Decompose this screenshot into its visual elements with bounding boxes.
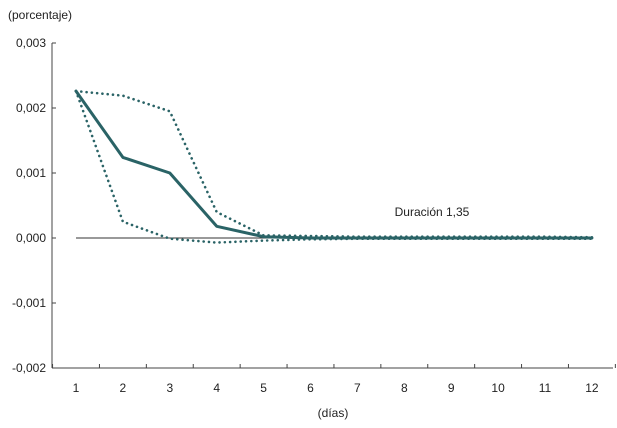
series-line-3 [74, 89, 594, 244]
x-axis-title: (días) [318, 406, 349, 420]
series-layer [74, 89, 594, 244]
x-tick-label: 4 [213, 381, 220, 395]
x-tick-label: 12 [585, 381, 599, 395]
x-tick-label: 5 [260, 381, 267, 395]
y-tick-label: 0,001 [16, 166, 46, 180]
y-tick-label: 0,003 [16, 36, 46, 50]
x-tick-label: 2 [120, 381, 127, 395]
series-line-1 [74, 89, 594, 240]
y-tick-label: 0,002 [16, 101, 46, 115]
x-tick-label: 8 [401, 381, 408, 395]
x-tick-label: 1 [73, 381, 80, 395]
x-tick-label: 11 [539, 381, 552, 395]
y-tick-label: -0,001 [12, 296, 46, 310]
x-tick-label: 3 [166, 381, 173, 395]
x-tick-label: 9 [448, 381, 455, 395]
x-tick-label: 7 [354, 381, 361, 395]
y-tick-label: -0,002 [12, 361, 46, 375]
x-tick-label: 10 [491, 381, 505, 395]
duration-annotation: Duración 1,35 [395, 205, 470, 219]
series-line-2 [74, 89, 594, 239]
y-tick-label: 0,000 [16, 231, 46, 245]
y-axis-title: (porcentaje) [8, 8, 72, 22]
x-tick-label: 6 [307, 381, 314, 395]
